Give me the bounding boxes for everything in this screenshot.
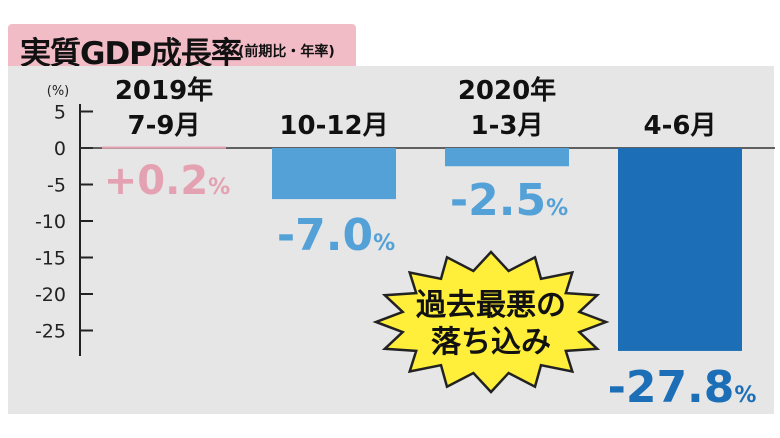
category-period-label: 7-9月 [128,111,201,141]
y-tick-label: 0 [54,138,66,160]
y-tick-label: 5 [54,102,66,124]
category-period-label: 4-6月 [644,111,717,141]
starburst-shape [372,250,610,394]
category-period-label: 10-12月 [279,111,388,141]
category-year-label: 2020年 [458,75,556,106]
y-tick-label: -15 [35,248,66,270]
bar-3 [445,148,569,167]
annotation-line-1: 過去最悪の [416,288,566,323]
category-period-label: 1-3月 [471,111,544,141]
category-year-label: 2019年 [115,75,213,106]
value-label-3: -2.5% [450,175,568,226]
y-tick-label: -25 [35,321,66,343]
y-tick-label: -10 [35,211,66,233]
value-label-2: -7.0% [277,210,395,261]
y-tick-label: -5 [47,175,66,197]
bar-1 [102,146,226,149]
bar-2 [272,148,396,200]
y-axis-unit: (%) [47,84,70,99]
value-label-4: -27.8% [608,362,757,413]
value-label-1: +0.2% [104,158,230,204]
y-tick-label: -20 [35,284,66,306]
annotation-burst: 過去最悪の 落ち込み [372,250,610,394]
bar-4 [618,148,742,351]
chart-subtitle: (前期比・年率) [238,44,335,60]
annotation-line-2: 落ち込み [431,325,551,360]
title-tab [8,24,356,68]
